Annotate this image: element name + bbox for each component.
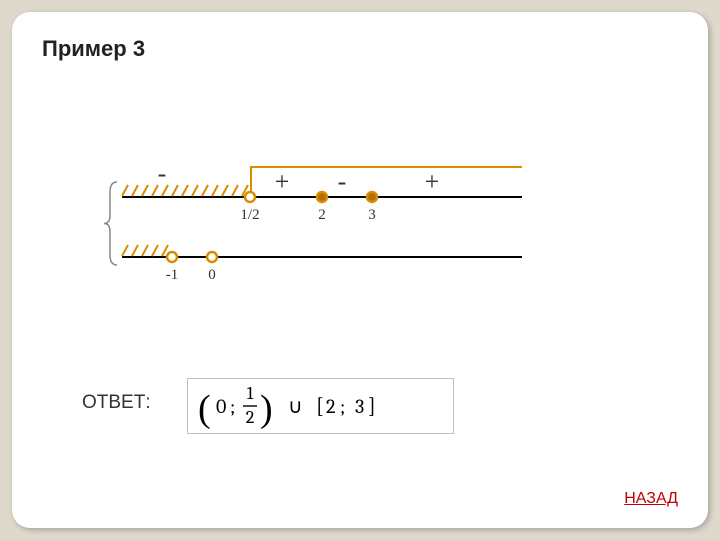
svg-text:]: ] <box>368 393 376 419</box>
svg-text:;: ; <box>230 395 235 418</box>
svg-text:1/2: 1/2 <box>240 207 259 223</box>
number-line-diagram: 1/2 2 3 - + - + -1 0 <box>52 142 592 342</box>
page-title: Пример 3 <box>42 36 145 62</box>
svg-text:;: ; <box>340 395 345 418</box>
svg-text:0: 0 <box>216 395 226 418</box>
svg-text:[: [ <box>316 393 324 419</box>
answer-label: ОТВЕТ: <box>82 392 151 414</box>
svg-text:): ) <box>260 388 273 430</box>
svg-text:∪: ∪ <box>288 395 303 418</box>
back-link[interactable]: НАЗАД <box>624 490 678 508</box>
svg-text:3: 3 <box>355 395 364 418</box>
svg-text:-: - <box>338 167 347 196</box>
svg-text:+: + <box>425 167 440 196</box>
svg-text:0: 0 <box>208 267 216 283</box>
svg-text:2: 2 <box>246 407 255 428</box>
svg-text:-: - <box>158 159 167 188</box>
svg-text:2: 2 <box>318 207 326 223</box>
answer-formula-box: (0; 1 2) ∪ [2; 3] <box>187 378 454 434</box>
svg-text:3: 3 <box>368 207 376 223</box>
svg-text:-1: -1 <box>166 267 179 283</box>
svg-text:1: 1 <box>247 383 254 404</box>
svg-text:(: ( <box>198 388 211 430</box>
answer-formula: (0; 1 2) ∪ [2; 3] <box>188 379 453 433</box>
svg-text:+: + <box>275 167 290 196</box>
svg-text:2: 2 <box>326 395 335 418</box>
